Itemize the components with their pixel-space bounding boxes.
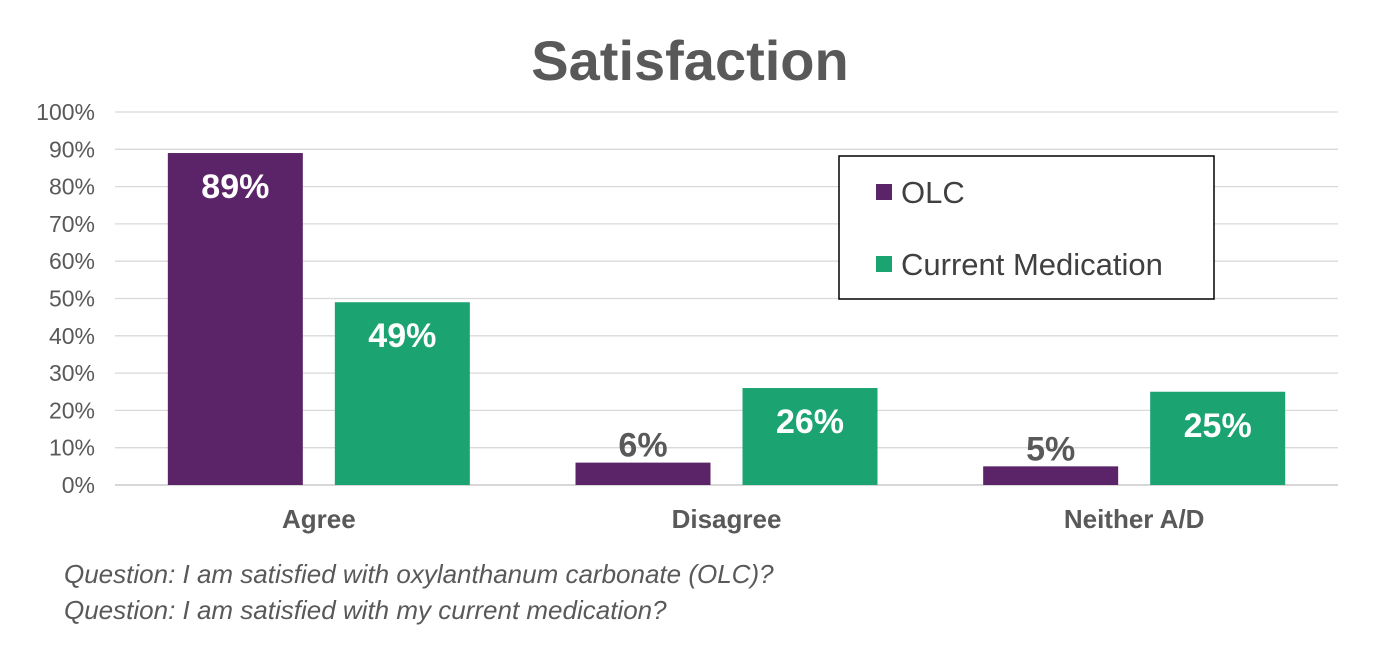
x-axis: Agree Disagree Neither A/D xyxy=(282,504,1204,534)
bar-current-medication-agree xyxy=(334,302,470,485)
y-tick-label: 20% xyxy=(49,397,95,423)
legend-label-current-medication: Current Medication xyxy=(901,247,1163,282)
y-tick-label: 80% xyxy=(49,174,95,200)
x-category-label-agree: Agree xyxy=(282,504,356,534)
y-tick-label: 30% xyxy=(49,360,95,386)
legend-box xyxy=(838,155,1215,300)
bar-current-medication-neither-a-d xyxy=(1150,391,1286,485)
y-tick-label: 100% xyxy=(36,99,95,125)
bar-current-medication-disagree xyxy=(742,388,878,485)
chart-title: Satisfaction xyxy=(531,29,848,92)
data-label-current-medication-neither-a-d: 25% xyxy=(1184,407,1252,445)
y-tick-label: 90% xyxy=(49,136,95,162)
bar-olc-disagree xyxy=(575,462,711,485)
y-tick-label: 60% xyxy=(49,248,95,274)
y-tick-label: 0% xyxy=(62,472,95,498)
legend-swatch-current-medication xyxy=(876,256,892,272)
y-tick-label: 10% xyxy=(49,435,95,461)
x-category-label-neither-a-d: Neither A/D xyxy=(1064,504,1205,534)
y-tick-label: 50% xyxy=(49,286,95,312)
bars xyxy=(167,153,1286,485)
legend-swatch-olc xyxy=(876,184,892,200)
legend-label-olc: OLC xyxy=(901,175,965,210)
footnote-olc-question: Question: I am satisfied with oxylanthan… xyxy=(64,559,774,589)
data-labels: 89% 49% 6% 26% 5% 25% xyxy=(201,168,1251,468)
data-label-olc-disagree: 6% xyxy=(618,427,667,465)
footnote-current-medication-question: Question: I am satisfied with my current… xyxy=(64,595,667,625)
gridlines xyxy=(115,111,1338,486)
data-label-olc-neither-a-d: 5% xyxy=(1026,430,1075,468)
y-tick-label: 40% xyxy=(49,323,95,349)
y-axis: 0% 10% 20% 30% 40% 50% 60% 70% 80% 90% 100% xyxy=(36,99,95,498)
bar-olc-agree xyxy=(167,153,303,485)
data-label-olc-agree: 89% xyxy=(201,168,269,206)
bar-olc-neither-a-d xyxy=(983,466,1119,485)
footnotes: Question: I am satisfied with oxylanthan… xyxy=(64,556,774,628)
legend: OLC Current Medication xyxy=(838,155,1215,300)
data-label-current-medication-agree: 49% xyxy=(368,317,436,355)
y-tick-label: 70% xyxy=(49,211,95,237)
data-label-current-medication-disagree: 26% xyxy=(776,403,844,441)
x-category-label-disagree: Disagree xyxy=(672,504,782,534)
